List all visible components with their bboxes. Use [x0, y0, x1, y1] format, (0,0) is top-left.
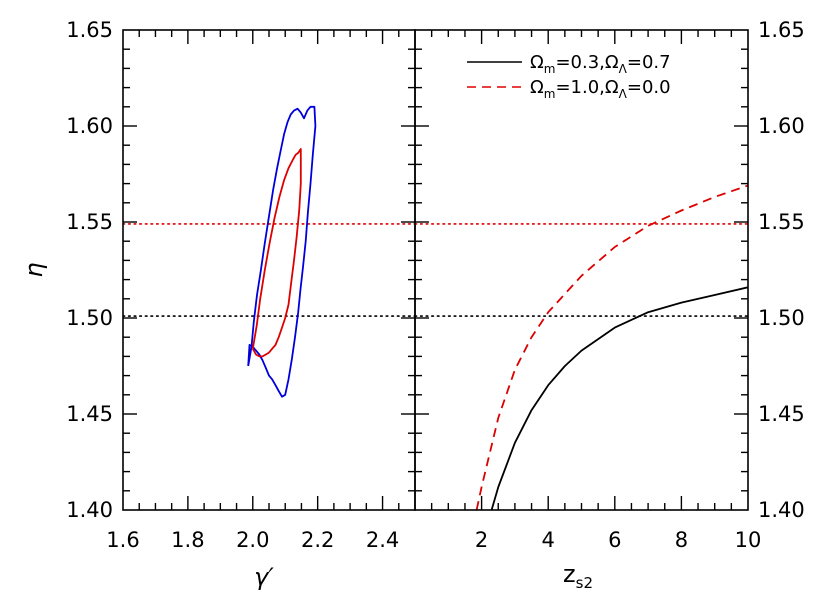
- legend-label-2: Ωm=1.0,ΩΛ=0.0: [530, 77, 671, 101]
- x-tick-label: 2: [475, 528, 488, 552]
- y-tick-label: 1.65: [66, 18, 113, 42]
- y-tick-label: 1.45: [758, 402, 805, 426]
- y-tick-label: 1.65: [758, 18, 805, 42]
- y-tick-label: 1.60: [758, 114, 805, 138]
- curve-1: [490, 286, 748, 510]
- contour-1: [247, 105, 317, 398]
- plot-frame: [122, 29, 416, 511]
- x-tick-label: 6: [608, 528, 621, 552]
- y-axis-title: η: [20, 262, 48, 277]
- x-tick-label: 1.8: [171, 528, 204, 552]
- x-tick-label: 8: [675, 528, 688, 552]
- x-tick-label: 10: [735, 528, 762, 552]
- contour-2: [251, 148, 302, 358]
- y-tick-label: 1.50: [758, 306, 805, 330]
- y-tick-label: 1.50: [66, 306, 113, 330]
- x-tick-label: 4: [542, 528, 555, 552]
- right-panel: 2 4 6 8 10 1.40 1.45 1.50 1.55 1.60 1.65: [414, 18, 805, 552]
- plot-frame: [414, 29, 749, 511]
- x-tick-label: 2.4: [366, 528, 399, 552]
- x-tick-label: 2.2: [301, 528, 334, 552]
- legend: Ωm=0.3,ΩΛ=0.7 Ωm=1.0,ΩΛ=0.0: [467, 52, 671, 101]
- curve-2: [475, 184, 748, 510]
- right-x-axis-title: zs2: [563, 560, 593, 592]
- y-tick-label: 1.55: [758, 210, 805, 234]
- y-tick-label: 1.40: [66, 498, 113, 522]
- y-tick-label: 1.55: [66, 210, 113, 234]
- x-tick-label: 2.0: [236, 528, 269, 552]
- left-x-axis-title: γ′: [254, 563, 274, 591]
- y-tick-label: 1.40: [758, 498, 805, 522]
- x-tick-label: 1.6: [106, 528, 139, 552]
- left-panel: 1.6 1.8 2.0 2.2 2.4 1.40 1.45 1.50 1.55 1.60 1.65: [66, 18, 416, 552]
- y-tick-label: 1.60: [66, 114, 113, 138]
- legend-label-1: Ωm=0.3,ΩΛ=0.7: [530, 52, 671, 76]
- y-tick-label: 1.45: [66, 402, 113, 426]
